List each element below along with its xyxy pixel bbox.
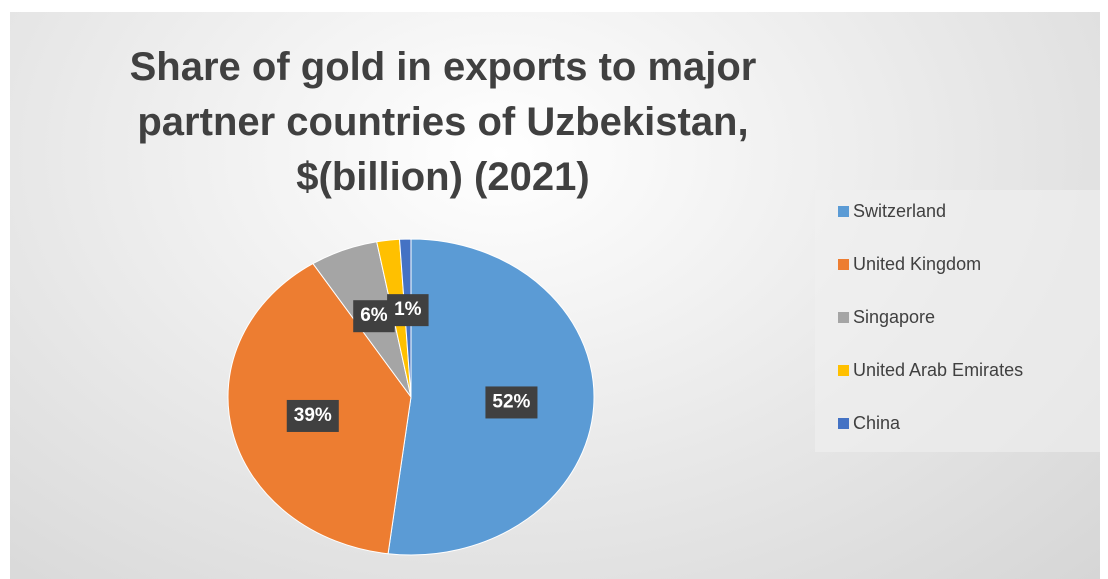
- legend-label: Singapore: [853, 307, 935, 327]
- legend-swatch: [838, 365, 849, 376]
- legend-label: United Arab Emirates: [853, 360, 1023, 380]
- legend-label: Switzerland: [853, 201, 946, 221]
- data-label-text: 52%: [492, 391, 530, 412]
- legend-box: [815, 190, 1100, 452]
- data-label: 1%: [387, 294, 429, 327]
- legend-swatch: [838, 259, 849, 270]
- legend-swatch: [838, 418, 849, 429]
- data-label: 39%: [286, 399, 339, 432]
- legend-label: United Kingdom: [853, 254, 981, 274]
- legend-label: China: [853, 413, 901, 433]
- data-label-box: [286, 399, 339, 432]
- data-label-text: 6%: [360, 305, 388, 326]
- legend-swatch: [838, 206, 849, 217]
- data-label-box: [387, 294, 429, 327]
- chart-title: Share of gold in exports to major partne…: [129, 45, 757, 199]
- legend-swatch: [838, 312, 849, 323]
- data-label-text: 39%: [294, 405, 332, 426]
- data-label-box: [485, 386, 538, 419]
- data-label-text: 1%: [394, 299, 422, 320]
- data-label: 52%: [485, 386, 538, 419]
